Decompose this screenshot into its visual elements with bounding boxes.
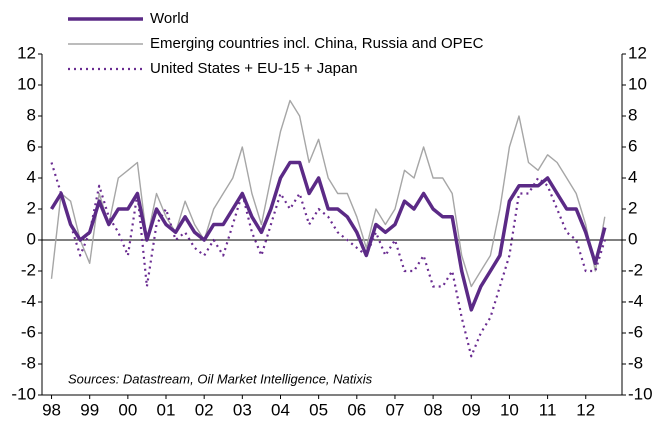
- x-tick-label: 07: [385, 400, 404, 419]
- y-tick-label: 0: [27, 229, 36, 248]
- annotation: Sources: Datastream, Oil Market Intellig…: [68, 371, 373, 386]
- x-tick-label: 04: [271, 400, 290, 419]
- y2-tick-label: 8: [628, 105, 637, 124]
- x-tick-label: 99: [80, 400, 99, 419]
- x-tick-label: 02: [195, 400, 214, 419]
- y-tick-label: 2: [27, 198, 36, 217]
- x-tick-label: 00: [118, 400, 137, 419]
- x-tick-label: 12: [576, 400, 595, 419]
- series-line: [50, 162, 606, 358]
- y2-tick-label: -6: [628, 322, 643, 341]
- series-line: [50, 160, 607, 312]
- y2-tick-label: -4: [628, 291, 643, 310]
- y2-tick-label: 12: [628, 43, 647, 62]
- legend-label: World: [150, 10, 189, 27]
- y2-tick-label: -2: [628, 260, 643, 279]
- y-tick-label: -2: [21, 260, 36, 279]
- y-tick-label: -10: [11, 384, 36, 403]
- y2-tick-label: 6: [628, 136, 637, 155]
- x-tick-label: 09: [462, 400, 481, 419]
- x-tick-label: 05: [309, 400, 328, 419]
- y2-tick-label: 0: [628, 229, 637, 248]
- x-tick-label: 10: [500, 400, 519, 419]
- y2-tick-label: -10: [628, 384, 653, 403]
- y2-tick-label: 10: [628, 74, 647, 93]
- x-tick-label: 11: [539, 400, 557, 419]
- x-tick-label: 98: [42, 400, 61, 419]
- y-tick-label: -4: [21, 291, 36, 310]
- y2-tick-label: 2: [628, 198, 637, 217]
- x-tick-label: 08: [424, 400, 443, 419]
- y-tick-label: 12: [17, 43, 36, 62]
- legend-label: Emerging countries incl. China, Russia a…: [150, 35, 484, 52]
- y-tick-label: 6: [27, 136, 36, 155]
- y-tick-label: 4: [27, 167, 36, 186]
- y2-tick-label: 4: [628, 167, 637, 186]
- y2-tick-label: -8: [628, 353, 643, 372]
- series-line: [50, 99, 606, 288]
- y-tick-label: -8: [21, 353, 36, 372]
- legend-label: United States + EU-15 + Japan: [150, 60, 358, 77]
- x-tick-label: 01: [157, 400, 176, 419]
- y-tick-label: 10: [17, 74, 36, 93]
- x-tick-label: 03: [233, 400, 252, 419]
- y-tick-label: -6: [21, 322, 36, 341]
- x-tick-label: 06: [347, 400, 366, 419]
- y-tick-label: 8: [27, 105, 36, 124]
